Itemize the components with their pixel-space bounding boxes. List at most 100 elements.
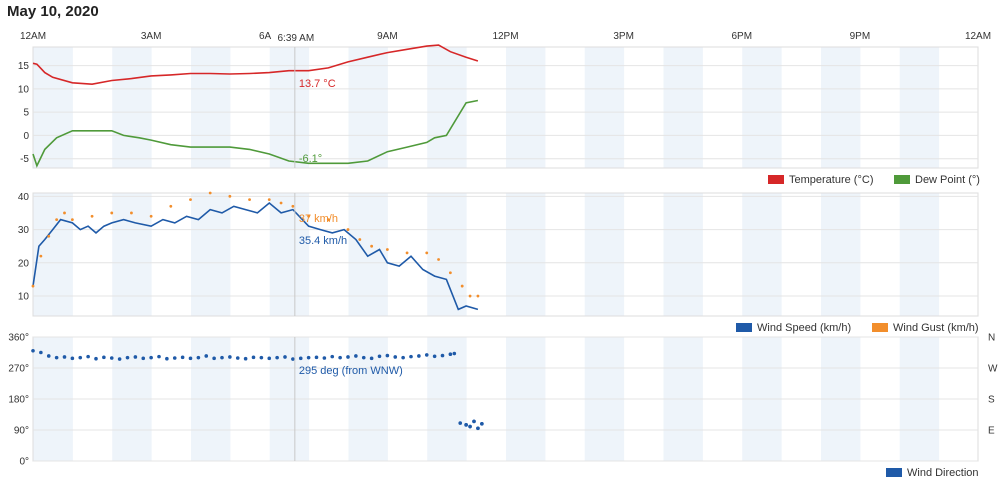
gust-point [169,204,173,208]
hour-band [821,47,861,168]
legend-label: Wind Speed (km/h) [757,322,851,334]
hour-band [742,193,782,316]
data-point [472,419,476,424]
data-point [157,354,161,359]
data-point [212,356,216,361]
crosshair-time-label: 6:39 AM [277,33,314,44]
legend-swatch [872,323,888,332]
hour-band [663,193,703,316]
data-point [204,354,209,358]
data-point [196,355,201,360]
data-point [117,357,122,361]
hour-band [348,193,388,316]
gust-point [63,211,66,215]
gust-point [70,218,74,221]
series-line [32,99,479,168]
data-point [458,421,463,425]
gust-point [425,251,429,255]
data-point [54,355,59,360]
gust-point [291,204,295,208]
data-point [424,353,429,357]
legend-swatch [768,175,784,184]
right-tick-label: S [988,395,995,406]
hour-band [269,47,310,168]
data-point [314,355,319,360]
data-point [354,354,358,358]
data-point [109,356,114,360]
crosshair-value: 35.4 km/h [299,235,347,247]
data-point [480,422,484,426]
gust-point [448,271,452,275]
gust-point [326,218,330,221]
hour-band [269,193,310,316]
data-point [228,355,232,359]
data-point [283,355,287,359]
legend-swatch [894,175,910,184]
data-point [235,356,240,360]
data-point [393,355,398,359]
data-point [464,423,468,427]
data-point [361,355,366,360]
x-tick-label: 6AM [259,31,280,42]
gust-point [405,251,409,255]
data-point [31,348,35,353]
data-point [180,355,185,360]
hour-band [427,47,467,168]
hour-band [821,193,861,316]
data-point [468,424,472,429]
data-point [377,354,382,359]
right-tick-label: W [988,364,998,375]
data-point [322,356,327,360]
legend-swatch [736,323,752,332]
data-point [275,355,279,360]
data-point [401,355,405,360]
legend-label: Wind Direction [907,467,979,478]
gust-point [248,198,251,202]
data-point [94,356,98,361]
data-point [476,426,480,431]
data-point [39,350,43,355]
gust-point [90,214,94,218]
data-point [220,355,224,360]
legend-swatch [886,468,902,477]
gust-point [476,294,480,298]
x-tick-label: 12AM [20,31,46,42]
y-tick-label: 10 [18,292,30,303]
data-point [86,354,90,359]
x-tick-label: 3PM [613,31,634,42]
hour-band [584,193,625,316]
data-point [251,355,256,360]
legend-label: Wind Gust (km/h) [893,322,979,334]
data-point [346,355,350,359]
gust-point [189,198,192,202]
y-tick-label: 40 [18,192,30,203]
y-tick-label: 180° [8,395,29,406]
hour-band [112,47,152,168]
x-tick-label: 6PM [731,31,752,42]
data-point [141,356,146,361]
gust-point [437,258,440,261]
gust-point [468,294,472,298]
data-point [338,355,342,360]
legend-label: Dew Point (°) [915,174,980,186]
hour-band [742,47,782,168]
gust-point [370,244,374,248]
gust-point [110,211,114,215]
gust-point [346,228,350,231]
data-point [330,354,335,359]
hour-band [33,193,73,316]
hour-band [506,47,546,168]
data-point [62,355,67,359]
y-tick-label: 270° [8,364,29,375]
x-tick-label: 9AM [377,31,398,42]
hour-band [506,193,546,316]
gust-point [279,201,283,205]
data-point [125,355,130,360]
data-point [306,355,311,360]
x-tick-label: 12PM [492,31,518,42]
y-tick-label: 15 [18,61,30,72]
data-point [409,354,413,359]
hour-band [427,193,467,316]
y-tick-label: -5 [20,154,29,165]
data-point [369,356,374,361]
